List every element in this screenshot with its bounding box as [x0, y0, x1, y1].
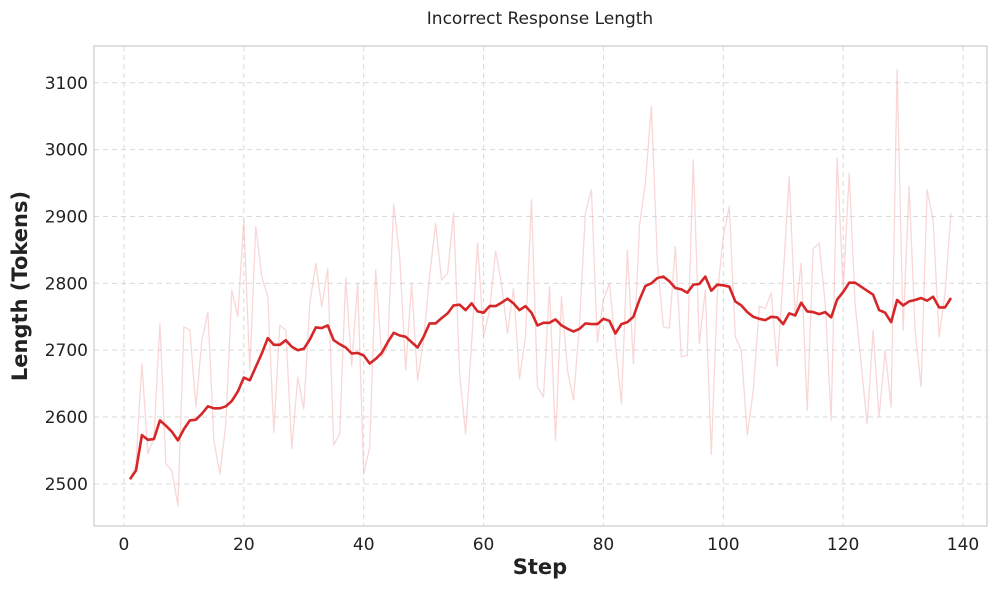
- x-axis-title: Step: [513, 555, 567, 579]
- y-tick-label: 3100: [45, 74, 88, 94]
- x-tick-label: 140: [947, 535, 979, 555]
- x-tick-label: 80: [593, 535, 615, 555]
- y-axis-title: Length (Tokens): [8, 191, 32, 381]
- raw-series-line: [129, 68, 952, 507]
- x-tick-label: 20: [233, 535, 255, 555]
- y-tick-label: 2700: [45, 341, 88, 361]
- plot-area: [128, 68, 953, 507]
- x-tick-label: 40: [353, 535, 375, 555]
- x-tick-label: 120: [827, 535, 859, 555]
- x-tick-label: 60: [473, 535, 495, 555]
- chart-title: Incorrect Response Length: [427, 9, 653, 29]
- y-tick-label: 2900: [45, 207, 88, 227]
- plot-frame: [93, 45, 988, 527]
- grid: [94, 46, 987, 526]
- y-tick-label: 3000: [45, 141, 88, 161]
- x-tick-label: 100: [707, 535, 739, 555]
- y-tick-label: 2800: [45, 274, 88, 294]
- y-tick-label: 2600: [45, 408, 88, 428]
- smoothed-series-line: [128, 275, 953, 480]
- x-tick-label: 0: [119, 535, 130, 555]
- tick-labels: 0 20 40 60 80 100 120 140 2500 2600 2700 2800 2900 30…: [45, 74, 980, 555]
- y-tick-label: 2500: [45, 475, 88, 495]
